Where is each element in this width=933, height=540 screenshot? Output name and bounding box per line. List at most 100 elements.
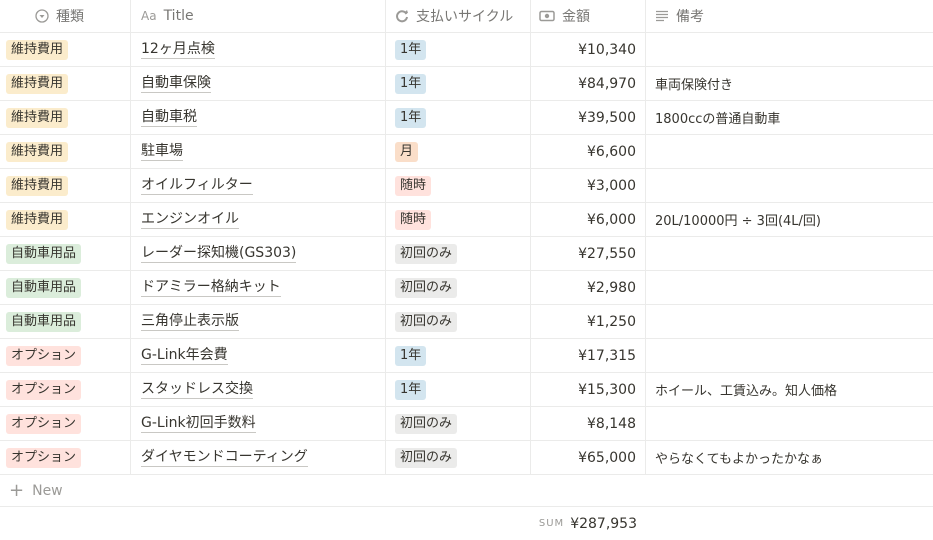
note-cell[interactable] (645, 339, 933, 372)
note-cell[interactable]: 車両保険付き (645, 67, 933, 100)
title-cell[interactable]: スタッドレス交換 (130, 373, 385, 406)
table-row[interactable]: 維持費用 駐車場 月 ¥6,600 (0, 135, 933, 169)
title-cell[interactable]: エンジンオイル (130, 203, 385, 236)
title-cell[interactable]: 駐車場 (130, 135, 385, 168)
note-cell[interactable]: 20L/10000円 ÷ 3回(4L/回) (645, 203, 933, 236)
table-row[interactable]: 自動車用品 ドアミラー格納キット 初回のみ ¥2,980 (0, 271, 933, 305)
kind-tag: 維持費用 (6, 141, 69, 162)
column-header-label: 種類 (56, 9, 84, 25)
title-cell[interactable]: 三角停止表示版 (130, 305, 385, 338)
cycle-cell[interactable]: 1年 (385, 339, 530, 372)
kind-cell[interactable]: 維持費用 (0, 169, 130, 202)
amount-cell[interactable]: ¥39,500 (530, 101, 645, 134)
title-cell[interactable]: ドアミラー格納キット (130, 271, 385, 304)
cycle-cell[interactable]: 月 (385, 135, 530, 168)
table-row[interactable]: オプション G-Link年会費 1年 ¥17,315 (0, 339, 933, 373)
amount-cell[interactable]: ¥27,550 (530, 237, 645, 270)
amount-cell[interactable]: ¥65,000 (530, 441, 645, 474)
column-header-title[interactable]: Aa Title (130, 0, 385, 32)
cycle-tag: 1年 (395, 73, 427, 94)
cycle-cell[interactable]: 1年 (385, 101, 530, 134)
note-cell[interactable]: 1800ccの普通自動車 (645, 101, 933, 134)
note-cell[interactable] (645, 407, 933, 440)
amount-cell[interactable]: ¥3,000 (530, 169, 645, 202)
title-cell[interactable]: オイルフィルター (130, 169, 385, 202)
note-cell[interactable] (645, 271, 933, 304)
title-cell[interactable]: 自動車保険 (130, 67, 385, 100)
title-cell[interactable]: 12ヶ月点検 (130, 33, 385, 66)
note-cell[interactable]: ホイール、工賃込み。知人価格 (645, 373, 933, 406)
cycle-cell[interactable]: 1年 (385, 33, 530, 66)
amount-cell[interactable]: ¥84,970 (530, 67, 645, 100)
kind-tag: オプション (6, 345, 82, 366)
note-cell[interactable] (645, 305, 933, 338)
amount-cell[interactable]: ¥8,148 (530, 407, 645, 440)
column-header-kind[interactable]: 種類 (0, 0, 130, 32)
kind-cell[interactable]: オプション (0, 339, 130, 372)
title-cell[interactable]: 自動車税 (130, 101, 385, 134)
cycle-cell[interactable]: 1年 (385, 373, 530, 406)
kind-cell[interactable]: 自動車用品 (0, 237, 130, 270)
title-cell[interactable]: ダイヤモンドコーティング (130, 441, 385, 474)
column-header-note[interactable]: 備考 (645, 0, 933, 32)
table-row[interactable]: オプション スタッドレス交換 1年 ¥15,300 ホイール、工賃込み。知人価格 (0, 373, 933, 407)
amount-cell[interactable]: ¥6,600 (530, 135, 645, 168)
new-row-button[interactable]: + New (0, 475, 933, 507)
amount-cell[interactable]: ¥2,980 (530, 271, 645, 304)
kind-cell[interactable]: 維持費用 (0, 67, 130, 100)
column-header-amount[interactable]: 金額 (530, 0, 645, 32)
table-row[interactable]: 維持費用 エンジンオイル 随時 ¥6,000 20L/10000円 ÷ 3回(4L/回) (0, 203, 933, 237)
cycle-cell[interactable]: 初回のみ (385, 407, 530, 440)
cycle-tag: 初回のみ (395, 447, 458, 468)
note-cell[interactable] (645, 237, 933, 270)
cycle-cell[interactable]: 初回のみ (385, 305, 530, 338)
cycle-cell[interactable]: 初回のみ (385, 237, 530, 270)
row-title: 駐車場 (141, 143, 183, 161)
kind-cell[interactable]: 自動車用品 (0, 305, 130, 338)
table-row[interactable]: 維持費用 オイルフィルター 随時 ¥3,000 (0, 169, 933, 203)
kind-cell[interactable]: 維持費用 (0, 101, 130, 134)
amount-cell[interactable]: ¥1,250 (530, 305, 645, 338)
kind-tag: 自動車用品 (6, 277, 82, 298)
column-header-cycle[interactable]: 支払いサイクル (385, 0, 530, 32)
title-cell[interactable]: G-Link年会費 (130, 339, 385, 372)
cycle-cell[interactable]: 1年 (385, 67, 530, 100)
amount-cell[interactable]: ¥17,315 (530, 339, 645, 372)
note-cell[interactable] (645, 135, 933, 168)
cycle-cell[interactable]: 随時 (385, 203, 530, 236)
kind-tag: オプション (6, 413, 82, 434)
column-header-label: 備考 (676, 9, 704, 25)
kind-cell[interactable]: 自動車用品 (0, 271, 130, 304)
table-row[interactable]: 維持費用 自動車税 1年 ¥39,500 1800ccの普通自動車 (0, 101, 933, 135)
table-row[interactable]: 自動車用品 三角停止表示版 初回のみ ¥1,250 (0, 305, 933, 339)
kind-cell[interactable]: オプション (0, 407, 130, 440)
table-row[interactable]: オプション ダイヤモンドコーティング 初回のみ ¥65,000 やらなくてもよかったかな… (0, 441, 933, 475)
cycle-cell[interactable]: 初回のみ (385, 441, 530, 474)
table-row[interactable]: 維持費用 自動車保険 1年 ¥84,970 車両保険付き (0, 67, 933, 101)
note-cell[interactable] (645, 169, 933, 202)
amount-cell[interactable]: ¥6,000 (530, 203, 645, 236)
note-cell[interactable] (645, 33, 933, 66)
cycle-cell[interactable]: 随時 (385, 169, 530, 202)
kind-cell[interactable]: 維持費用 (0, 203, 130, 236)
table-row[interactable]: 維持費用 12ヶ月点検 1年 ¥10,340 (0, 33, 933, 67)
kind-cell[interactable]: オプション (0, 373, 130, 406)
row-title: G-Link初回手数料 (141, 415, 256, 433)
kind-cell[interactable]: 維持費用 (0, 135, 130, 168)
table-row[interactable]: 自動車用品 レーダー探知機(GS303) 初回のみ ¥27,550 (0, 237, 933, 271)
kind-tag: 維持費用 (6, 175, 69, 196)
amount-value: ¥65,000 (578, 449, 636, 466)
amount-value: ¥15,300 (578, 381, 636, 398)
amount-sum[interactable]: SUM ¥287,953 (539, 507, 637, 540)
cycle-cell[interactable]: 初回のみ (385, 271, 530, 304)
title-cell[interactable]: G-Link初回手数料 (130, 407, 385, 440)
title-cell[interactable]: レーダー探知機(GS303) (130, 237, 385, 270)
amount-value: ¥17,315 (578, 347, 636, 364)
kind-cell[interactable]: オプション (0, 441, 130, 474)
amount-cell[interactable]: ¥15,300 (530, 373, 645, 406)
note-cell[interactable]: やらなくてもよかったかなぁ (645, 441, 933, 474)
table-row[interactable]: オプション G-Link初回手数料 初回のみ ¥8,148 (0, 407, 933, 441)
amount-cell[interactable]: ¥10,340 (530, 33, 645, 66)
row-title: レーダー探知機(GS303) (141, 245, 297, 263)
kind-cell[interactable]: 維持費用 (0, 33, 130, 66)
